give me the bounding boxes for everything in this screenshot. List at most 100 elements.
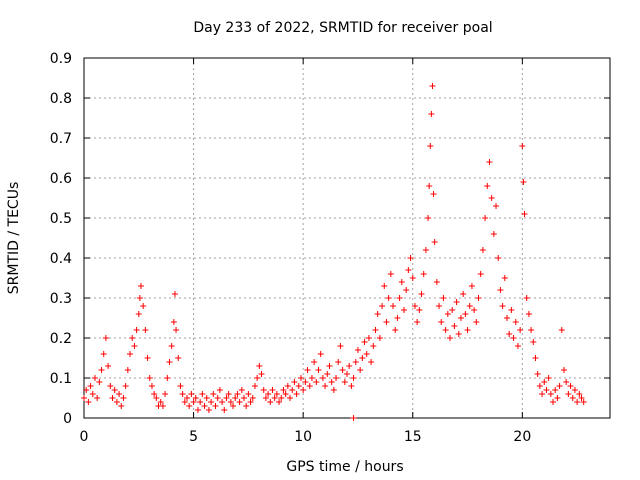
data-point <box>464 327 471 333</box>
data-point <box>425 215 432 221</box>
data-point <box>376 335 383 341</box>
data-point <box>403 287 410 293</box>
data-point <box>273 391 280 397</box>
grid <box>84 58 610 418</box>
data-point <box>171 291 178 297</box>
x-tick-label: 0 <box>80 429 89 445</box>
data-point <box>436 303 443 309</box>
data-point <box>552 387 559 393</box>
data-point <box>440 295 447 301</box>
data-point <box>245 391 252 397</box>
data-point <box>146 375 153 381</box>
x-axis-title: GPS time / hours <box>286 459 403 475</box>
data-point <box>223 395 230 401</box>
data-point <box>374 311 381 317</box>
data-point <box>451 323 458 329</box>
data-point <box>243 403 250 409</box>
data-point <box>519 143 526 149</box>
y-tick-label: 0.5 <box>50 211 72 227</box>
data-point <box>113 399 120 405</box>
data-point <box>308 375 315 381</box>
data-point <box>354 347 361 353</box>
data-point <box>205 407 212 413</box>
data-point <box>571 387 578 393</box>
data-point <box>368 359 375 365</box>
data-point <box>265 391 272 397</box>
data-point <box>563 379 570 385</box>
data-point <box>541 379 548 385</box>
data-point <box>569 395 576 401</box>
data-point <box>234 391 241 397</box>
data-point <box>81 395 87 401</box>
data-point <box>91 375 98 381</box>
data-point <box>346 363 353 369</box>
data-point <box>284 383 291 389</box>
y-axis-title: SRMTID / TECUs <box>6 182 22 295</box>
data-point <box>576 391 583 397</box>
data-point <box>236 399 243 405</box>
data-point <box>414 319 421 325</box>
data-point <box>276 399 283 405</box>
data-point <box>431 239 438 245</box>
data-point <box>111 387 118 393</box>
data-point <box>304 367 311 373</box>
data-point <box>254 375 261 381</box>
plot-frame <box>83 57 611 419</box>
data-point <box>122 383 129 389</box>
data-point <box>486 159 493 165</box>
data-point <box>565 391 572 397</box>
data-point <box>473 319 480 325</box>
data-point <box>361 339 368 345</box>
data-point <box>468 283 475 289</box>
data-point <box>333 375 340 381</box>
data-point <box>405 267 412 273</box>
data-point <box>153 395 160 401</box>
x-tick-label: 15 <box>404 429 422 445</box>
data-point <box>477 271 484 277</box>
data-point <box>523 295 530 301</box>
data-point <box>554 395 561 401</box>
data-point <box>306 383 313 389</box>
data-point <box>499 303 506 309</box>
data-point <box>385 295 392 301</box>
data-point <box>230 403 237 409</box>
data-point <box>528 327 535 333</box>
data-point <box>411 303 418 309</box>
data-point <box>426 183 433 189</box>
x-tick-label: 20 <box>513 429 531 445</box>
data-point <box>525 311 532 317</box>
data-point <box>173 327 180 333</box>
data-point <box>319 375 326 381</box>
data-point <box>460 291 467 297</box>
data-point <box>238 387 245 393</box>
data-point <box>85 399 92 405</box>
data-point <box>94 395 101 401</box>
data-point <box>341 379 348 385</box>
data-point <box>184 395 191 401</box>
data-point <box>497 287 504 293</box>
data-point <box>430 191 437 197</box>
data-point <box>291 379 298 385</box>
data-point <box>558 327 565 333</box>
data-point <box>352 359 359 365</box>
data-point <box>407 255 414 261</box>
data-point <box>260 387 267 393</box>
data-point <box>100 351 107 357</box>
data-point <box>175 355 182 361</box>
data-point <box>168 343 175 349</box>
data-point <box>247 399 254 405</box>
data-point <box>438 319 445 325</box>
data-point <box>539 391 546 397</box>
data-point <box>136 295 143 301</box>
data-point <box>418 291 425 297</box>
data-point <box>221 407 228 413</box>
data-point <box>381 283 388 289</box>
data-point <box>311 359 318 365</box>
data-point <box>127 351 134 357</box>
data-point <box>574 399 581 405</box>
data-point <box>488 195 495 201</box>
data-point <box>105 363 112 369</box>
data-point <box>192 395 199 401</box>
data-point <box>219 399 226 405</box>
data-point <box>208 399 215 405</box>
